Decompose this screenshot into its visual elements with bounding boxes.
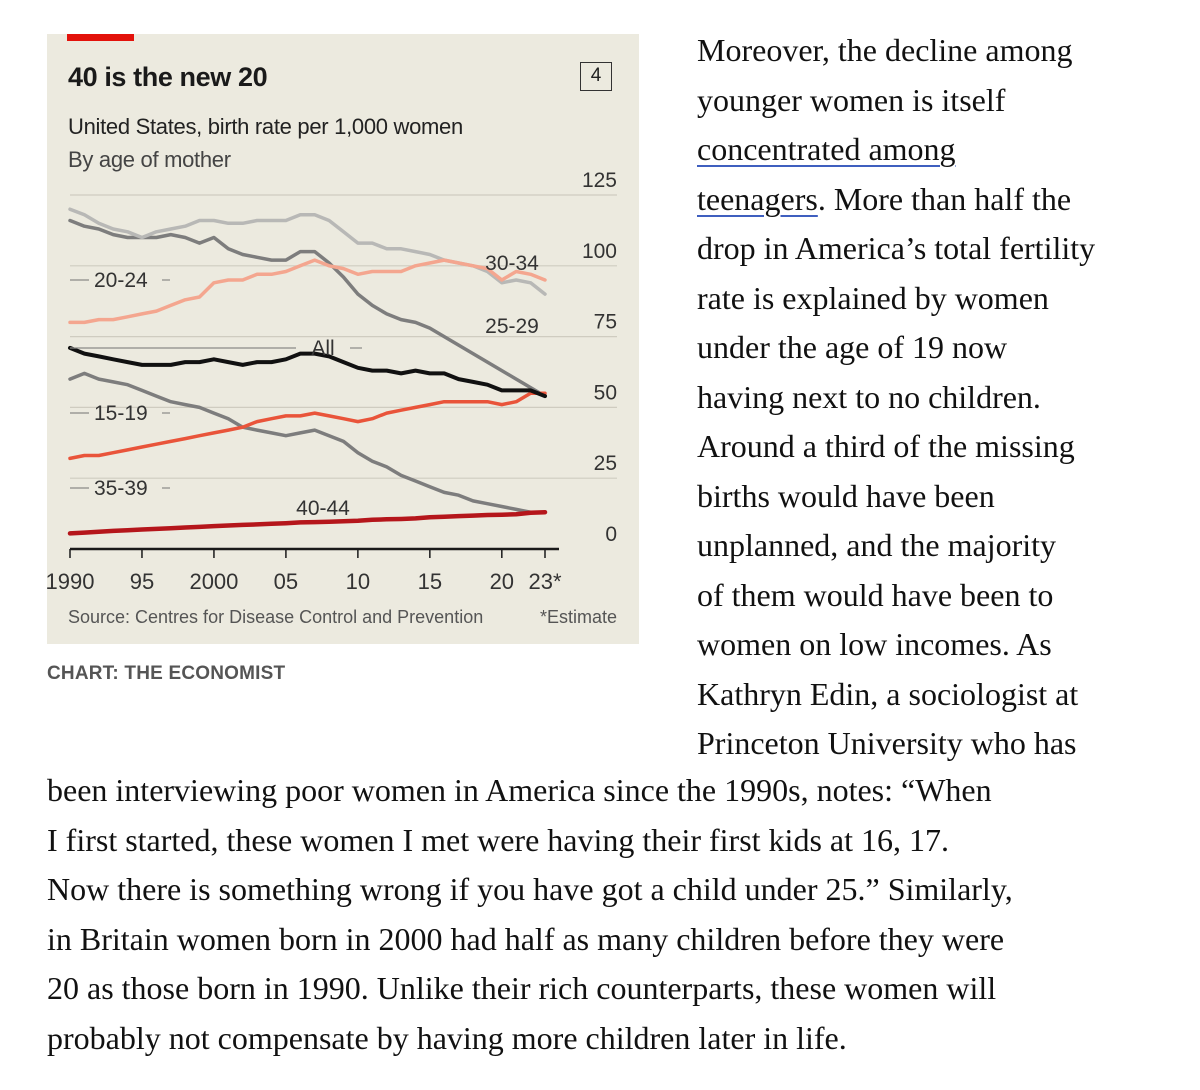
concentrated-among-teenagers-link[interactable]: teenagers xyxy=(697,180,818,217)
article-line-text: under the age of 19 now xyxy=(697,329,1008,365)
article-line: of them would have been to xyxy=(697,571,1177,621)
article-line-text: Kathryn Edin, a sociologist at xyxy=(697,675,1079,712)
series-line-15-19 xyxy=(68,371,547,514)
article-line-text: having next to no children. xyxy=(697,378,1041,415)
article-line: 20 as those born in 1990. Unlike their r… xyxy=(47,970,997,1006)
article-line: births would have been xyxy=(697,472,1177,522)
article-line: women on low incomes. As xyxy=(697,620,1177,670)
article-line: in Britain women born in 2000 had half a… xyxy=(47,920,1005,957)
article-line-text: births would have been xyxy=(697,477,995,514)
economist-red-tab xyxy=(67,34,134,41)
article-line: younger women is itself xyxy=(697,76,1177,126)
series-label-15-19: 15-19 xyxy=(94,402,148,425)
x-tick-label: 05 xyxy=(274,569,298,594)
series-line-40-44 xyxy=(67,509,548,536)
article-line: been interviewing poor women in America … xyxy=(47,772,992,808)
article-line: teenagers. More than half the xyxy=(697,175,1177,225)
article-paragraph-column: Moreover, the decline among younger women… xyxy=(697,26,1177,769)
article-line: I first started, these women I met were … xyxy=(47,821,949,858)
article-paragraph-full: been interviewing poor women in America … xyxy=(47,766,1187,1063)
article-line-text: . More than half the xyxy=(817,180,1072,217)
article-line: rate is explained by women xyxy=(697,274,1177,324)
article-line-text: younger women is itself xyxy=(697,81,1006,118)
x-tick-label: 10 xyxy=(346,569,370,594)
concentrated-among-teenagers-link[interactable]: concentrated among xyxy=(697,131,956,167)
series-label-All: All xyxy=(311,337,334,360)
article-line: under the age of 19 now xyxy=(697,323,1177,373)
chart-subtitle-secondary: By age of mother xyxy=(68,147,231,172)
article-line: Moreover, the decline among xyxy=(697,26,1177,76)
article-line-text: Around a third of the missing xyxy=(697,428,1075,464)
article-line-text: of them would have been to xyxy=(697,576,1054,613)
series-line-30-34 xyxy=(68,258,547,325)
x-tick-label: 2000 xyxy=(189,569,238,594)
series-label-40-44: 40-44 xyxy=(296,497,350,520)
article-line: Around a third of the missing xyxy=(697,422,1177,472)
series-label-30-34: 30-34 xyxy=(485,252,539,275)
y-tick-label: 75 xyxy=(594,311,617,334)
chart-subtitle: United States, birth rate per 1,000 wome… xyxy=(68,114,463,139)
x-tick-label: 15 xyxy=(418,569,442,594)
chart-estimate-note: *Estimate xyxy=(539,607,617,627)
series-line-20-24 xyxy=(68,218,547,398)
article-line: probably not compensate by having more c… xyxy=(47,1019,847,1056)
chart-source: Source: Centres for Disease Control and … xyxy=(68,607,484,627)
series-label-25-29: 25-29 xyxy=(485,315,539,338)
article-line: concentrated among xyxy=(697,125,1177,175)
y-tick-label: 25 xyxy=(594,452,617,475)
x-tick-label: 95 xyxy=(130,569,154,594)
article-line: unplanned, and the majority xyxy=(697,521,1177,571)
article-line-text: women on low incomes. As xyxy=(697,626,1052,662)
chart-number-badge: 4 xyxy=(580,62,612,91)
article-line-text: Princeton University who has xyxy=(697,725,1077,761)
chart-panel: 40 is the new 20 4 United States, birth … xyxy=(47,34,639,644)
chart-credit: CHART: THE ECONOMIST xyxy=(47,663,286,684)
x-tick-label: 20 xyxy=(490,569,514,594)
y-tick-label: 100 xyxy=(582,240,617,263)
article-line: Princeton University who has xyxy=(697,719,1177,769)
series-line-All xyxy=(68,345,547,399)
article-line-text: Moreover, the decline among xyxy=(697,32,1073,68)
y-tick-label: 125 xyxy=(582,169,617,192)
article-line-text: rate is explained by women xyxy=(697,279,1049,316)
article-line-text: unplanned, and the majority xyxy=(697,527,1057,563)
article-line: Now there is something wrong if you have… xyxy=(47,871,1013,907)
article-line: drop in America’s total fertility xyxy=(697,224,1177,274)
series-label-20-24: 20-24 xyxy=(94,269,148,292)
x-tick-label: 1990 xyxy=(47,569,94,594)
series-label-35-39: 35-39 xyxy=(94,477,148,500)
chart-title: 40 is the new 20 xyxy=(68,62,268,92)
y-tick-label: 50 xyxy=(594,381,617,404)
article-line: having next to no children. xyxy=(697,373,1177,423)
line-chart: 0 25 50 75 100 125 20-24 25-29 30-34 All 15-19 35-3… xyxy=(47,169,617,594)
y-tick-label: 0 xyxy=(605,523,617,546)
article-line: Kathryn Edin, a sociologist at xyxy=(697,670,1177,720)
article-line-text: drop in America’s total fertility xyxy=(697,230,1096,266)
x-tick-label: 23* xyxy=(528,569,561,594)
series-line-35-39 xyxy=(68,391,547,461)
